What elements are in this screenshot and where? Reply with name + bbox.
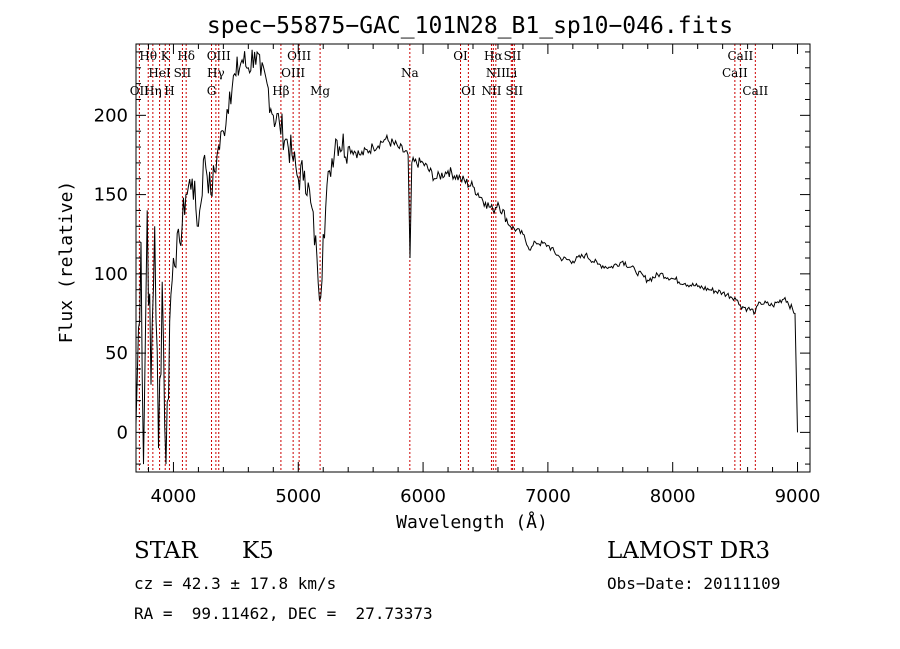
line-label-5894: Na bbox=[401, 66, 419, 80]
line-label-4102: Hδ bbox=[177, 49, 195, 63]
x-tick-label-8000: 8000 bbox=[650, 486, 696, 507]
y-axis-ticks: 0 50 100 150 200 bbox=[94, 51, 810, 465]
line-label-6707: Li bbox=[505, 66, 517, 80]
line-label-3835: Hη bbox=[144, 84, 162, 98]
object-subclass: K5 bbox=[242, 538, 274, 564]
line-label-3727: OII bbox=[130, 84, 150, 98]
y-tick-label-50: 50 bbox=[105, 343, 128, 364]
line-label-5175: Mg bbox=[310, 84, 330, 98]
line-label-3889: HeI bbox=[148, 66, 171, 80]
y-axis-label: Flux (relative) bbox=[56, 181, 77, 344]
line-label-4363: OIII bbox=[207, 49, 231, 63]
line-label-6563: Hα bbox=[484, 49, 503, 63]
y-tick-label-100: 100 bbox=[94, 264, 128, 285]
line-label-3798: Hθ bbox=[139, 49, 157, 63]
line-label-6716: SII bbox=[504, 49, 522, 63]
y-tick-label-0: 0 bbox=[117, 422, 128, 443]
spectrum-chart: spec−55875−GAC_101N28_B1_sp10−046.fits O… bbox=[56, 13, 821, 533]
line-label-6583: NII bbox=[486, 66, 506, 80]
line-label-8498: CaII bbox=[722, 66, 748, 80]
survey-name: LAMOST DR3 bbox=[607, 538, 771, 564]
x-tick-label-7000: 7000 bbox=[525, 486, 571, 507]
line-label-6300: OI bbox=[453, 49, 468, 63]
line-label-6363: OI bbox=[461, 84, 476, 98]
object-class: STAR bbox=[134, 538, 198, 564]
line-label-3968: H bbox=[164, 84, 174, 98]
line-label-4072: SII bbox=[174, 66, 192, 80]
redshift-cz: cz = 42.3 ± 17.8 km/s bbox=[134, 574, 337, 593]
spectral-line-markers bbox=[138, 44, 756, 472]
plot-frame bbox=[135, 43, 811, 473]
line-label-4861: Hβ bbox=[272, 84, 289, 98]
ra-dec-coordinates: RA = 99.11462, DEC = 27.73373 bbox=[134, 604, 433, 623]
x-tick-label-6000: 6000 bbox=[400, 486, 446, 507]
line-label-6548: NII bbox=[481, 84, 501, 98]
line-label-4959: OIII bbox=[281, 66, 305, 80]
y-tick-label-150: 150 bbox=[94, 185, 128, 206]
x-axis-label: Wavelength (Å) bbox=[396, 511, 548, 533]
line-label-8662: CaII bbox=[742, 84, 768, 98]
x-axis-ticks: 4000 5000 6000 7000 8000 9000 bbox=[147, 44, 821, 507]
spectrum-series-line bbox=[135, 49, 798, 465]
line-label-6731: SII bbox=[505, 84, 523, 98]
x-tick-label-9000: 9000 bbox=[775, 486, 821, 507]
line-label-3934: K bbox=[161, 49, 171, 63]
line-label-4305: G bbox=[207, 84, 217, 98]
line-label-8542: CaII bbox=[727, 49, 753, 63]
y-tick-label-200: 200 bbox=[94, 105, 128, 126]
spectral-line-labels: OIIHθHηHeIKHSIIHδGHγOIIIHβOIIIOIIIMgNaOI… bbox=[130, 49, 769, 98]
x-tick-label-5000: 5000 bbox=[275, 486, 321, 507]
x-tick-label-4000: 4000 bbox=[151, 486, 197, 507]
chart-title: spec−55875−GAC_101N28_B1_sp10−046.fits bbox=[207, 13, 733, 39]
line-label-5007: OIII bbox=[287, 49, 311, 63]
line-label-4340: Hγ bbox=[207, 66, 225, 80]
observation-date: Obs−Date: 20111109 bbox=[607, 574, 781, 593]
